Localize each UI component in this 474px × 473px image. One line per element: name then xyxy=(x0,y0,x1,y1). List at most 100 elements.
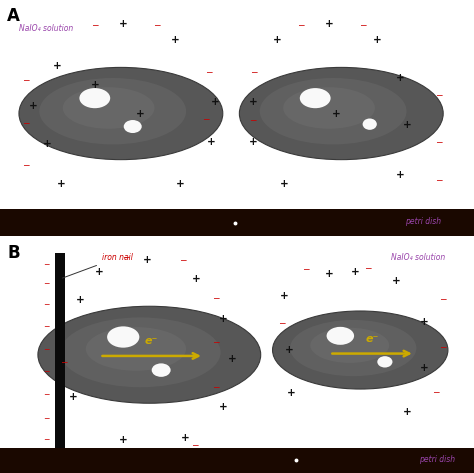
Bar xyxy=(55,253,65,448)
Text: −: − xyxy=(435,137,442,147)
Text: iron nail: iron nail xyxy=(62,253,133,278)
Text: +: + xyxy=(273,35,282,45)
Text: −: − xyxy=(191,440,198,449)
Text: +: + xyxy=(181,432,189,443)
Text: −: − xyxy=(153,20,160,29)
Bar xyxy=(0,209,474,236)
Text: −: − xyxy=(43,322,49,331)
Text: −: − xyxy=(22,118,29,128)
Text: +: + xyxy=(119,435,128,445)
Text: −: − xyxy=(212,337,219,346)
Ellipse shape xyxy=(39,78,186,144)
Text: +: + xyxy=(280,179,289,190)
Text: −: − xyxy=(122,252,129,261)
Text: +: + xyxy=(171,35,180,45)
Text: +: + xyxy=(76,295,85,306)
Text: −: − xyxy=(43,435,49,445)
Text: −: − xyxy=(91,20,99,29)
Text: −: − xyxy=(435,175,442,184)
Ellipse shape xyxy=(273,311,448,389)
Text: −: − xyxy=(432,387,440,396)
Text: +: + xyxy=(143,255,151,265)
Ellipse shape xyxy=(86,327,186,371)
Ellipse shape xyxy=(377,356,392,368)
Text: +: + xyxy=(285,345,293,355)
Text: +: + xyxy=(249,96,258,107)
Ellipse shape xyxy=(363,119,377,130)
Text: −: − xyxy=(202,114,210,123)
Ellipse shape xyxy=(290,320,416,376)
Text: −: − xyxy=(43,300,49,310)
Text: +: + xyxy=(176,179,184,190)
Ellipse shape xyxy=(152,363,171,377)
Text: +: + xyxy=(69,392,78,403)
Text: −: − xyxy=(179,255,186,265)
Text: −: − xyxy=(43,345,49,355)
Text: +: + xyxy=(325,18,334,29)
Text: +: + xyxy=(57,179,66,190)
Ellipse shape xyxy=(300,88,331,108)
Text: −: − xyxy=(435,90,442,99)
Text: −: − xyxy=(249,115,256,124)
Text: +: + xyxy=(373,35,381,45)
Ellipse shape xyxy=(60,317,220,387)
Text: e⁻: e⁻ xyxy=(145,336,158,346)
Text: petri dish: petri dish xyxy=(405,217,441,226)
Ellipse shape xyxy=(63,87,155,129)
Text: +: + xyxy=(119,18,128,29)
Text: +: + xyxy=(219,402,227,412)
Text: −: − xyxy=(212,382,219,391)
Text: −: − xyxy=(439,295,447,304)
Text: +: + xyxy=(287,387,296,398)
Text: −: − xyxy=(22,160,29,169)
Text: +: + xyxy=(249,137,258,147)
Text: +: + xyxy=(403,120,412,131)
Text: −: − xyxy=(302,264,310,273)
Text: +: + xyxy=(228,354,237,365)
Text: +: + xyxy=(325,269,334,280)
Text: +: + xyxy=(420,363,428,373)
Text: −: − xyxy=(22,75,30,84)
Text: +: + xyxy=(207,137,215,147)
Ellipse shape xyxy=(260,78,407,144)
Ellipse shape xyxy=(310,328,389,363)
Text: −: − xyxy=(60,357,68,367)
Text: +: + xyxy=(332,108,341,119)
Text: −: − xyxy=(205,68,212,77)
Text: NaIO₄ solution: NaIO₄ solution xyxy=(19,24,73,33)
Text: −: − xyxy=(359,20,366,29)
Ellipse shape xyxy=(327,327,354,345)
Ellipse shape xyxy=(80,88,110,108)
Ellipse shape xyxy=(124,120,142,133)
Ellipse shape xyxy=(239,68,443,160)
Text: −: − xyxy=(250,68,257,77)
Text: +: + xyxy=(53,61,61,71)
Text: A: A xyxy=(7,7,20,25)
Ellipse shape xyxy=(19,68,223,160)
Text: −: − xyxy=(43,260,49,270)
Text: +: + xyxy=(420,316,428,327)
Text: +: + xyxy=(392,276,400,287)
Text: +: + xyxy=(211,96,220,107)
Text: +: + xyxy=(280,290,289,301)
Text: −: − xyxy=(439,342,447,351)
Text: +: + xyxy=(396,170,405,180)
Text: +: + xyxy=(403,406,412,417)
Text: −: − xyxy=(278,318,286,327)
Text: −: − xyxy=(364,263,371,272)
Text: +: + xyxy=(396,73,405,83)
Text: B: B xyxy=(7,244,20,262)
Text: −: − xyxy=(212,293,219,303)
Text: −: − xyxy=(297,20,305,29)
Text: −: − xyxy=(43,279,49,289)
Text: +: + xyxy=(192,274,201,284)
Text: petri dish: petri dish xyxy=(419,455,455,464)
Text: −: − xyxy=(43,367,49,376)
Text: +: + xyxy=(43,139,52,149)
Ellipse shape xyxy=(107,326,139,348)
Text: +: + xyxy=(136,108,144,119)
Text: +: + xyxy=(91,80,99,90)
Text: +: + xyxy=(351,267,360,277)
Ellipse shape xyxy=(283,87,375,129)
Text: e⁻: e⁻ xyxy=(365,334,379,344)
